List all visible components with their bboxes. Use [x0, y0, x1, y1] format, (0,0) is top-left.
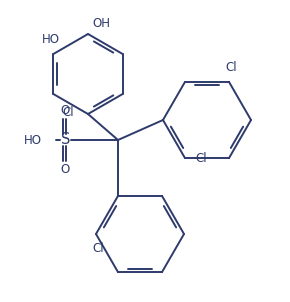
Text: Cl: Cl: [62, 105, 74, 118]
Text: O: O: [60, 104, 70, 117]
Text: S: S: [61, 133, 71, 147]
Text: Cl: Cl: [225, 61, 237, 74]
Text: HO: HO: [42, 33, 60, 46]
Text: Cl: Cl: [92, 242, 104, 255]
Text: O: O: [60, 163, 70, 176]
Text: Cl: Cl: [195, 152, 206, 165]
Text: HO: HO: [24, 133, 42, 146]
Text: OH: OH: [92, 17, 110, 30]
